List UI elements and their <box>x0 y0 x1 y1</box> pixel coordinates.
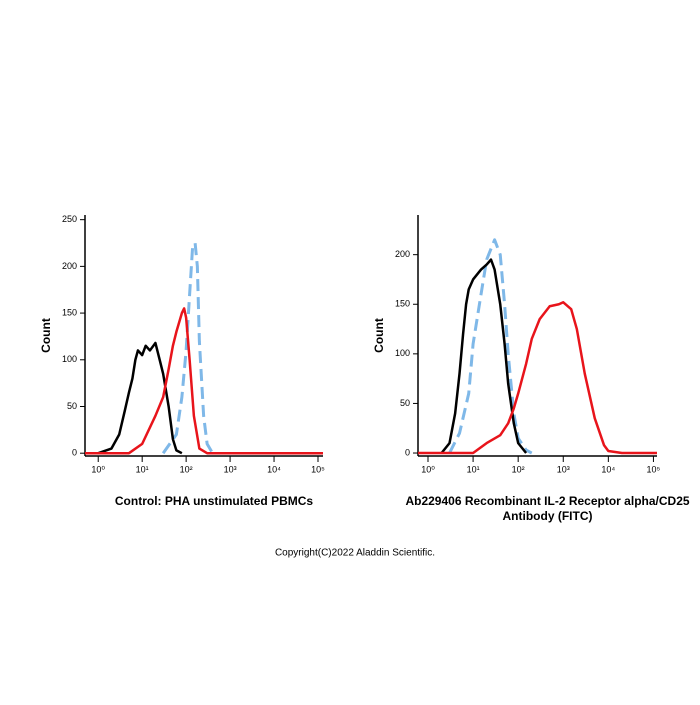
y-tick-label: 50 <box>67 401 77 411</box>
x-tick-label: 10¹ <box>136 464 149 474</box>
x-tick-label: 10¹ <box>467 464 480 474</box>
y-tick-label: 0 <box>405 447 410 457</box>
histogram-line <box>418 301 657 455</box>
histogram-line <box>440 258 528 454</box>
x-tick-label: 10⁴ <box>601 464 615 474</box>
histogram-line <box>97 341 183 455</box>
x-tick-label: 10² <box>180 464 193 474</box>
y-tick-label: 250 <box>62 214 77 224</box>
copyright: Copyright(C)2022 Aladdin Scientific. <box>275 548 435 559</box>
y-axis-label: Count <box>372 318 386 353</box>
y-tick-label: 150 <box>62 307 77 317</box>
x-tick-label: 10⁰ <box>421 464 435 474</box>
y-tick-label: 200 <box>62 261 77 271</box>
y-axis-label: Count <box>39 318 53 353</box>
y-tick-label: 50 <box>400 398 410 408</box>
x-tick-label: 10² <box>512 464 525 474</box>
y-tick-label: 100 <box>62 354 77 364</box>
x-tick-label: 10⁵ <box>311 464 325 474</box>
y-tick-label: 150 <box>395 299 410 309</box>
chart-title: Ab229406 Recombinant IL-2 Receptor alpha… <box>405 494 689 508</box>
histogram-line <box>85 307 323 455</box>
y-tick-label: 200 <box>395 249 410 259</box>
x-tick-label: 10⁴ <box>267 464 281 474</box>
x-tick-label: 10⁰ <box>91 464 105 474</box>
histogram-line <box>161 241 214 455</box>
x-tick-label: 10³ <box>557 464 570 474</box>
x-tick-label: 10⁵ <box>647 464 661 474</box>
y-tick-label: 100 <box>395 348 410 358</box>
x-tick-label: 10³ <box>224 464 237 474</box>
chart-title: Control: PHA unstimulated PBMCs <box>115 494 314 508</box>
y-tick-label: 0 <box>72 448 77 458</box>
chart-title: Antibody (FITC) <box>503 509 593 523</box>
